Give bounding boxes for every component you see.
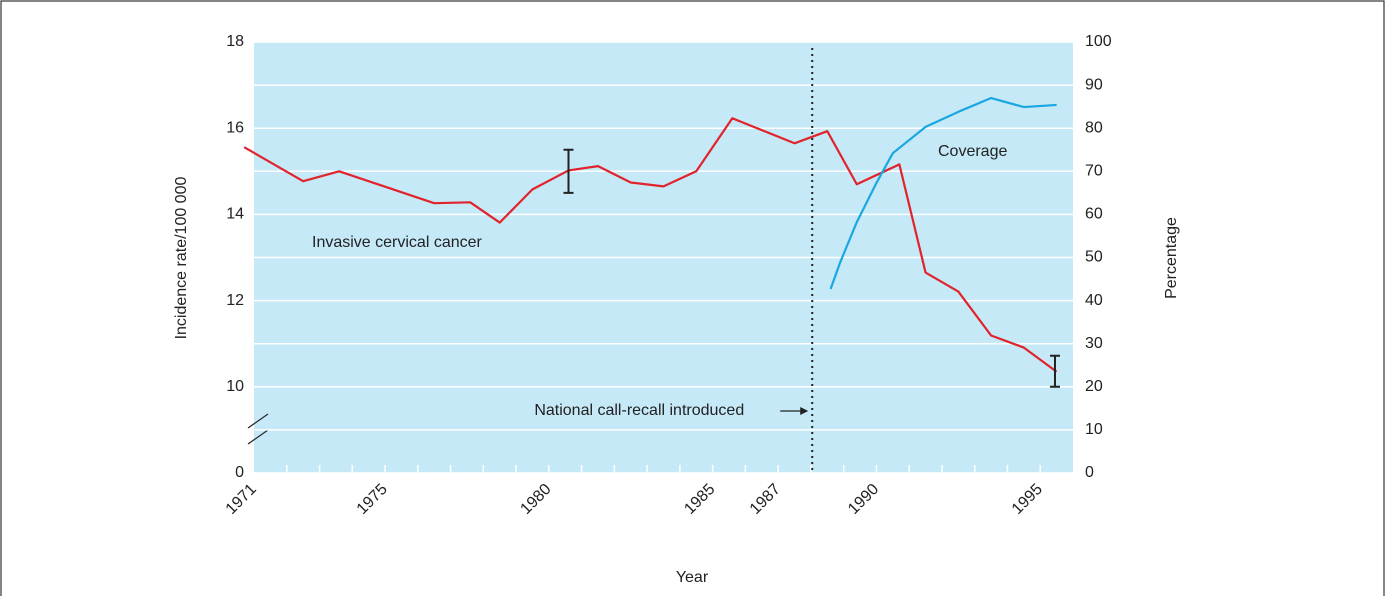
intervention-label: National call-recall introduced <box>534 402 744 419</box>
series-label: Invasive cervical cancer <box>312 234 483 251</box>
axis-break <box>247 413 269 445</box>
y-axis-label: Incidence rate/100 000 <box>173 177 190 340</box>
series-line <box>243 117 1058 373</box>
y2-tick-label: 70 <box>1085 163 1103 180</box>
arrow-head <box>800 407 809 415</box>
x-tick-label: 1987 <box>747 481 784 518</box>
y2-tick-label: 80 <box>1085 119 1103 136</box>
x-tick-label: 1990 <box>845 481 882 518</box>
y-tick-label: 18 <box>226 33 244 50</box>
y-tick-label: 12 <box>226 292 244 309</box>
y2-axis-label: Percentage <box>1163 217 1180 299</box>
y2-tick-label: 10 <box>1085 421 1103 438</box>
y2-tick-label: 0 <box>1085 464 1094 481</box>
y-tick-label: 10 <box>226 378 244 395</box>
series-label: Coverage <box>938 143 1007 160</box>
y-tick-label: 14 <box>226 206 244 223</box>
x-tick-label: 1975 <box>354 481 391 518</box>
y2-tick-label: 30 <box>1085 335 1103 352</box>
y-tick-label: 16 <box>226 119 244 136</box>
y2-tick-label: 20 <box>1085 378 1103 395</box>
y2-tick-label: 50 <box>1085 249 1103 266</box>
y2-tick-label: 100 <box>1085 33 1112 50</box>
break-mark <box>247 413 269 429</box>
x-tick-label: 1971 <box>223 481 260 518</box>
break-mark <box>247 429 269 445</box>
error-bar <box>1049 354 1060 388</box>
x-axis-label: Year <box>676 569 709 586</box>
y-tick-label: 0 <box>235 464 244 481</box>
y2-tick-label: 90 <box>1085 76 1103 93</box>
y2-tick-label: 40 <box>1085 292 1103 309</box>
error-bar <box>563 148 574 194</box>
series-line <box>829 96 1057 290</box>
y2-tick-label: 60 <box>1085 206 1103 223</box>
x-tick-label: 1980 <box>517 481 554 518</box>
x-tick-label: 1995 <box>1009 481 1046 518</box>
x-tick-label: 1985 <box>681 481 718 518</box>
